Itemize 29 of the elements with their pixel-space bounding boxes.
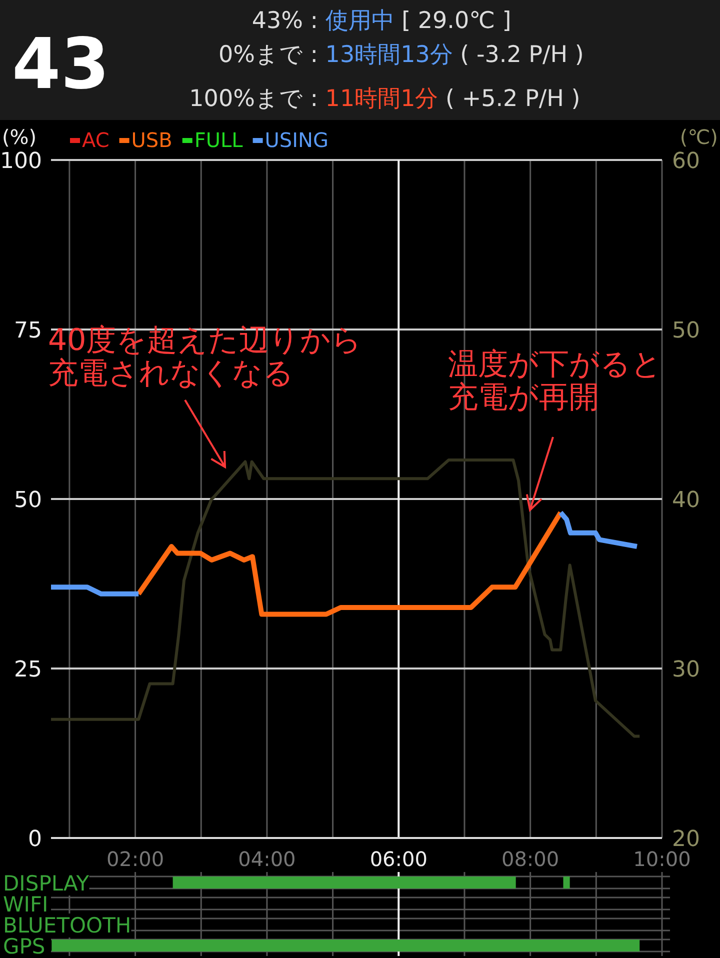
y-tick-label: 100: [0, 149, 42, 174]
y2-tick-label: 60: [672, 149, 700, 174]
y2-axis-title: (℃): [680, 125, 718, 149]
y-tick-label: WIFI: [3, 892, 48, 916]
legend-label: AC: [82, 128, 110, 152]
y2-tick-label: 40: [672, 488, 700, 513]
legend-label: FULL: [194, 128, 244, 152]
y-axis-title: (%): [2, 125, 37, 149]
y-tick-label: DISPLAY: [3, 872, 90, 896]
y-tick-label: 0: [28, 827, 42, 852]
annotation: 40度を超えた辺りから充電されなくなる: [48, 323, 362, 391]
legend-label: USB: [131, 128, 172, 152]
text: 43: [12, 23, 110, 105]
x-tick-label: 04:00: [238, 847, 296, 871]
text: 43% : 使用中 [ 29.0℃ ]: [252, 8, 512, 34]
annotation: 温度が下がると充電が再開: [448, 347, 662, 415]
legend-label: USING: [264, 128, 328, 152]
y-tick-label: 50: [14, 488, 42, 513]
text: 100%まで : 11時間1分 ( +5.2 P/H ): [189, 86, 580, 112]
y-tick-label: 75: [14, 318, 42, 344]
y-tick-label: 25: [14, 658, 42, 682]
x-tick-label: 08:00: [502, 847, 560, 871]
y2-tick-label: 50: [672, 318, 700, 344]
x-tick-label: 06:00: [370, 847, 428, 871]
y2-tick-label: 30: [672, 658, 700, 682]
y-tick-label: GPS: [3, 934, 46, 958]
x-tick-label: 02:00: [106, 847, 164, 871]
text: 0%まで : 13時間13分 ( -3.2 P/H ): [218, 42, 584, 68]
y-tick-label: BLUETOOTH: [3, 914, 132, 938]
